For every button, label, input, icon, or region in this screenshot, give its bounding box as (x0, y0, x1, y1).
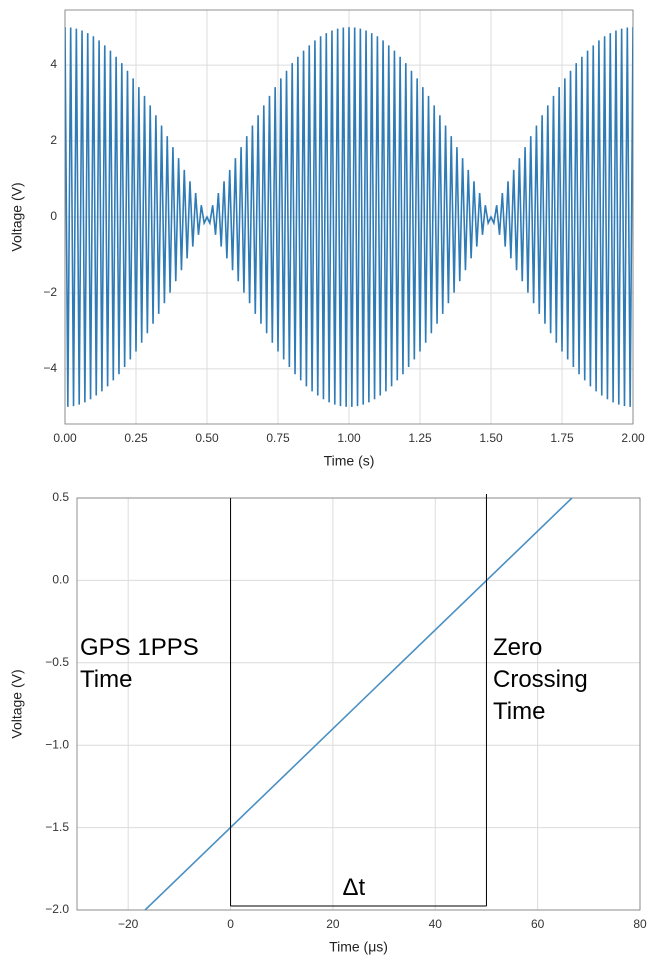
x-axis-label: Time (μs) (329, 939, 388, 955)
y-tick-label: 0.5 (52, 490, 69, 504)
y-tick-label: −1.0 (45, 737, 69, 751)
x-tick-label: 0.25 (124, 431, 148, 445)
x-tick-label: 0.50 (195, 431, 219, 445)
y-tick-label: 4 (50, 57, 57, 71)
annotation: Time (493, 698, 545, 725)
axes-frame (64, 9, 634, 425)
y-tick-label: 0 (50, 209, 57, 223)
y-axis-label: Voltage (V) (9, 669, 25, 738)
x-tick-label: 1.00 (337, 431, 361, 445)
y-tick-label: −4 (43, 361, 57, 375)
x-tick-label: 2.00 (621, 431, 645, 445)
x-tick-label: 1.50 (479, 431, 503, 445)
y-axis-label: Voltage (V) (9, 182, 25, 251)
y-tick-label: −2 (43, 285, 57, 299)
x-tick-label: 40 (429, 917, 443, 931)
x-tick-label: 0.00 (53, 431, 77, 445)
axes-frame (76, 497, 641, 911)
x-tick-label: 1.75 (550, 431, 574, 445)
annotation: Zero (493, 634, 542, 661)
annotation: Δt (343, 874, 366, 901)
y-tick-label: 2 (50, 133, 57, 147)
x-tick-label: 20 (326, 917, 340, 931)
y-tick-label: −0.5 (45, 655, 69, 669)
x-tick-label: 0.75 (266, 431, 290, 445)
x-tick-label: 80 (633, 917, 647, 931)
annotation: GPS 1PPS (80, 634, 199, 661)
x-tick-label: 1.25 (408, 431, 432, 445)
series-line (144, 498, 573, 910)
x-tick-label: −20 (118, 917, 139, 931)
y-tick-label: −1.5 (45, 820, 69, 834)
x-tick-label: 0 (227, 917, 234, 931)
x-tick-label: 60 (531, 917, 545, 931)
x-axis-label: Time (s) (324, 453, 375, 469)
annotation: Time (80, 666, 132, 693)
y-tick-label: 0.0 (52, 573, 69, 587)
y-tick-label: −2.0 (45, 902, 69, 916)
annotation: Crossing (493, 666, 588, 693)
series-line (65, 27, 633, 407)
